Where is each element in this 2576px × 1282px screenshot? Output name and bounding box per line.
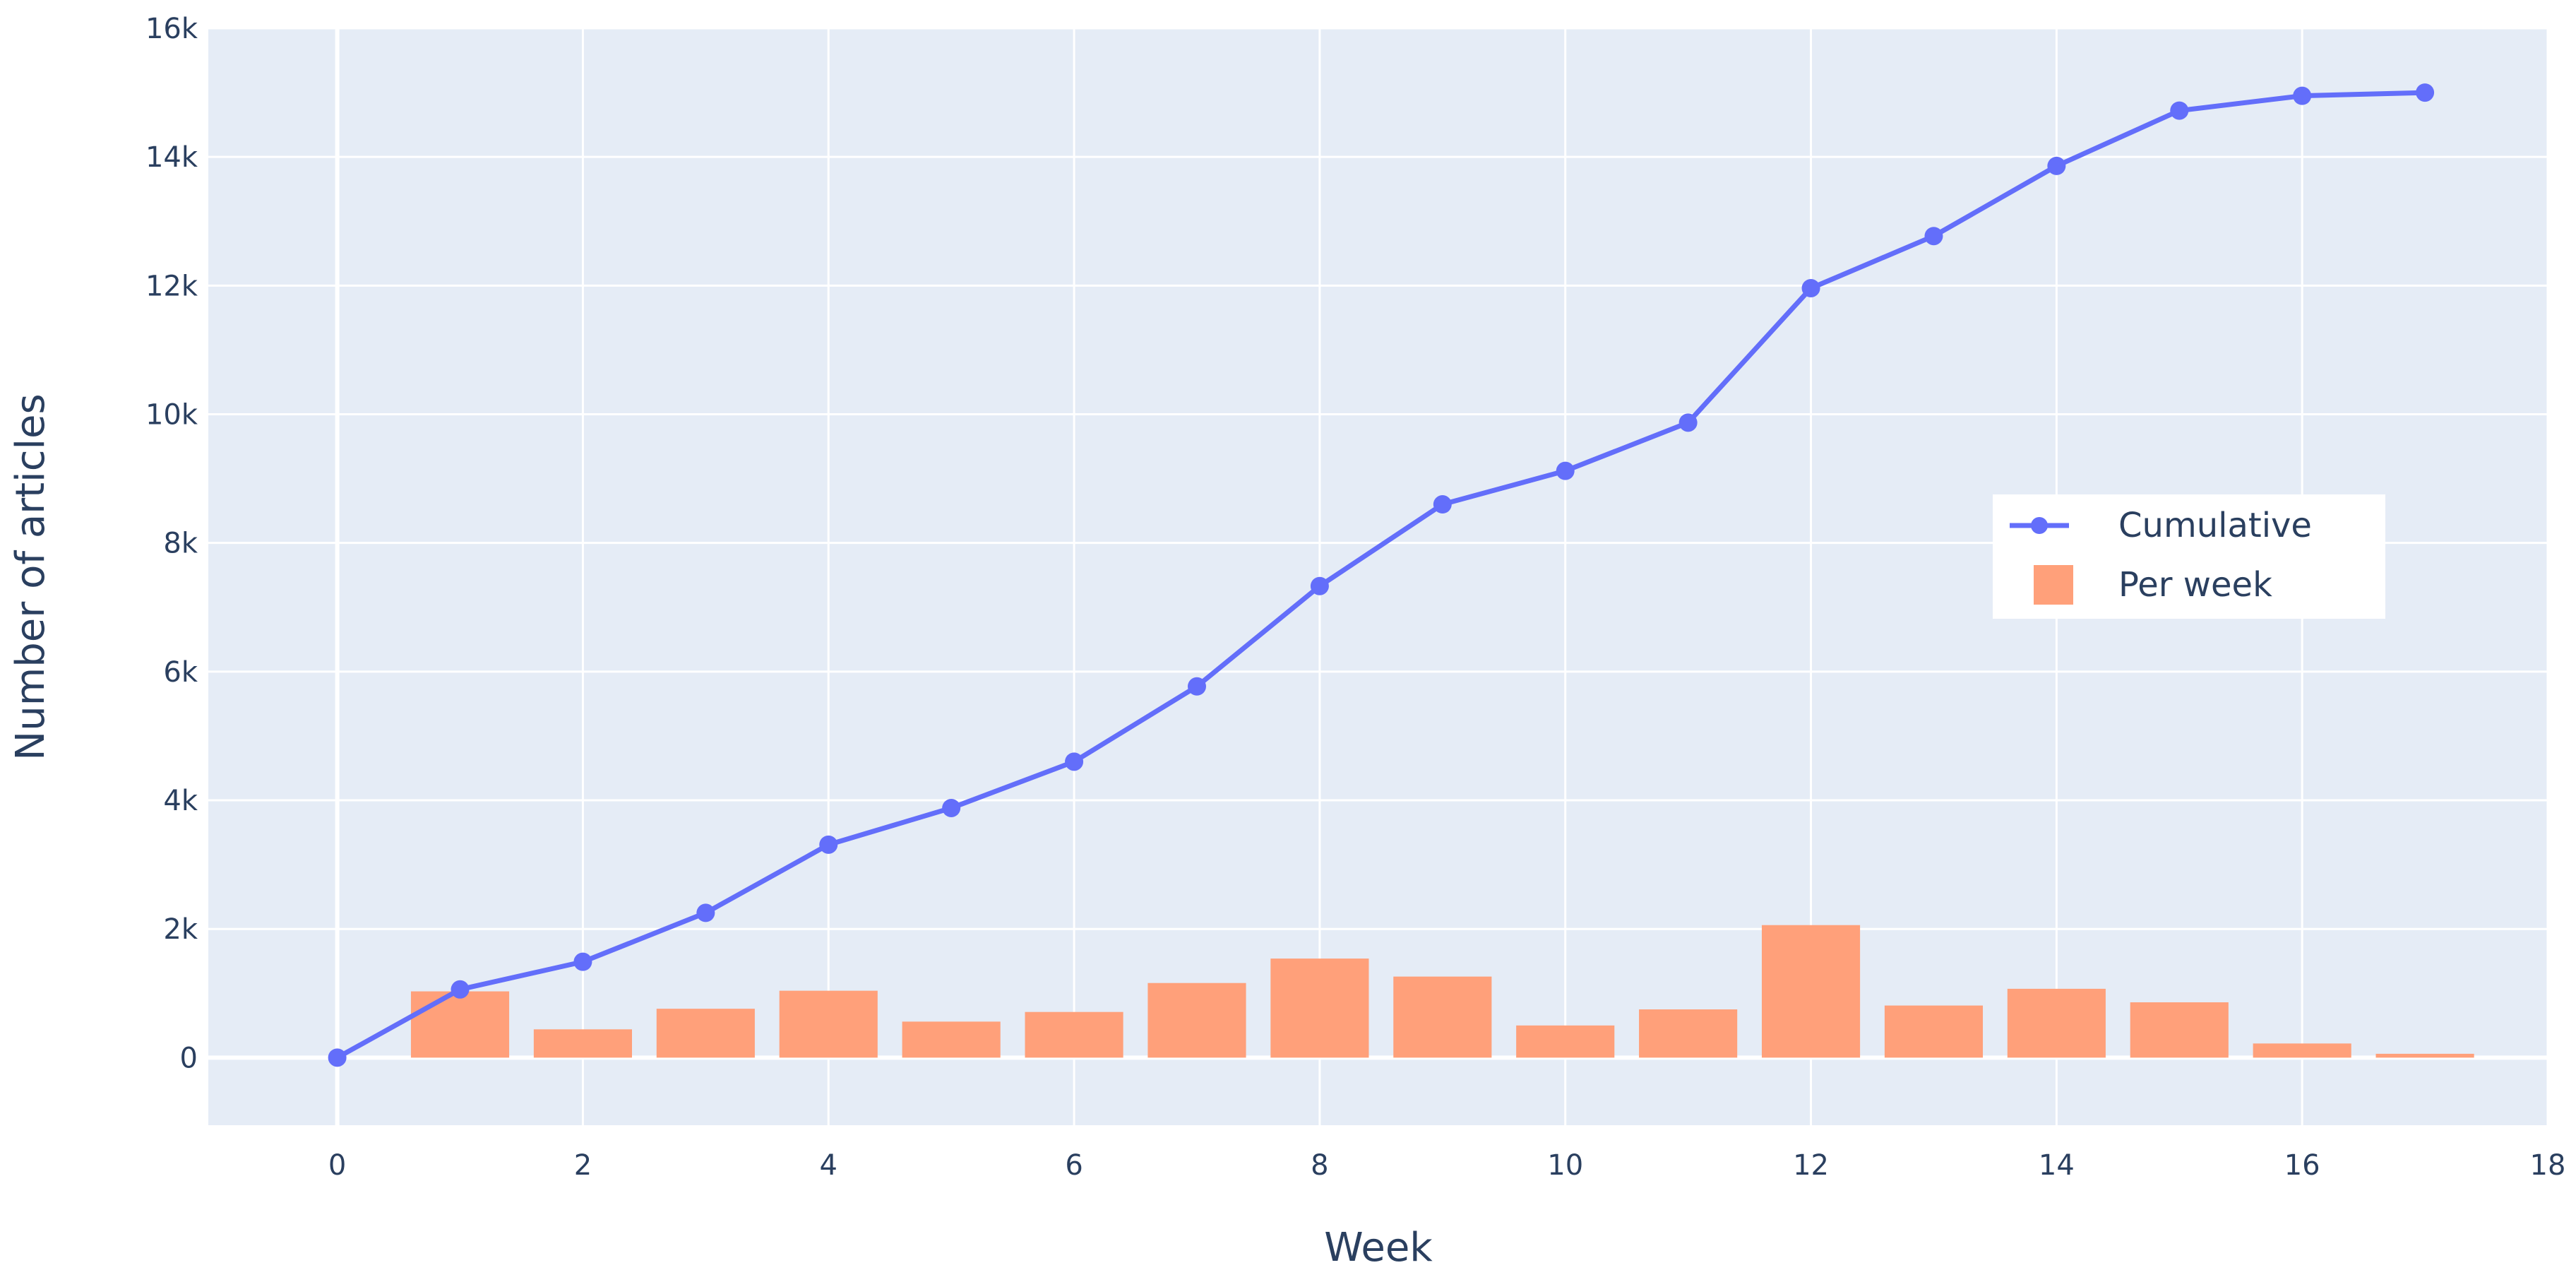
bar-per-week (1270, 958, 1369, 1058)
cumulative-point (696, 903, 715, 922)
cumulative-point (819, 835, 838, 854)
grid-layer (208, 27, 2549, 1125)
cumulative-point (1310, 576, 1329, 595)
cumulative-line (335, 90, 2426, 1060)
bar-per-week (533, 1029, 632, 1058)
legend-cumulative-marker-icon (2031, 517, 2048, 534)
cumulative-point (1556, 461, 1575, 480)
x-tick-label: 14 (2039, 1149, 2075, 1182)
bar-per-week (1025, 1011, 1123, 1058)
y-tick-label: 16k (145, 13, 198, 45)
x-tick-label: 6 (1065, 1149, 1083, 1182)
y-tick-labels: 0 2k 4k 6k 8k 10k 12k 14k 16k (145, 13, 198, 1074)
cumulative-point (328, 1048, 347, 1067)
cumulative-point (1433, 495, 1452, 514)
cumulative-point (451, 980, 470, 999)
cumulative-point (1924, 227, 1943, 246)
bar-per-week (1393, 976, 1492, 1058)
bar-per-week (410, 991, 510, 1058)
bar-per-week (1639, 1009, 1738, 1058)
points-layer (328, 83, 2435, 1067)
y-tick-label: 4k (163, 785, 198, 817)
x-tick-label: 12 (1793, 1149, 1829, 1182)
cumulative-point (1678, 413, 1698, 432)
x-tick-labels: 0 2 4 6 8 10 12 14 16 18 (328, 1149, 2566, 1182)
bar-per-week (2007, 988, 2106, 1058)
cumulative-point (1801, 278, 1820, 297)
x-tick-label: 4 (820, 1149, 837, 1182)
bar-per-week (1761, 925, 1861, 1058)
legend[interactable]: Cumulative Per week (1993, 494, 2385, 619)
bar-per-week (656, 1009, 755, 1058)
y-axis-title: Number of articles (8, 393, 54, 760)
bar-per-week (902, 1021, 1001, 1058)
legend-per-week-swatch-icon (2034, 565, 2073, 605)
cumulative-point (942, 798, 961, 817)
x-tick-label: 2 (574, 1149, 592, 1182)
y-tick-label: 14k (145, 141, 198, 174)
y-tick-label: 2k (163, 913, 198, 946)
x-tick-label: 0 (328, 1149, 346, 1182)
cumulative-point (573, 952, 592, 971)
x-tick-label: 18 (2530, 1149, 2566, 1182)
cumulative-point (1187, 677, 1206, 696)
x-tick-label: 16 (2284, 1149, 2320, 1182)
y-tick-label: 6k (163, 656, 198, 689)
bars-layer (410, 925, 2474, 1058)
cumulative-point (2170, 101, 2189, 120)
line-layer (335, 90, 2426, 1060)
legend-cumulative-label: Cumulative (2118, 506, 2312, 545)
x-tick-label: 10 (1547, 1149, 1583, 1182)
y-tick-label: 10k (145, 399, 198, 432)
x-tick-label: 8 (1311, 1149, 1328, 1182)
cumulative-point (2293, 86, 2312, 105)
y-tick-label: 0 (180, 1042, 198, 1074)
cumulative-point (1065, 752, 1084, 771)
bar-per-week (2130, 1002, 2229, 1058)
bar-per-week (2253, 1043, 2351, 1058)
y-tick-label: 12k (145, 270, 198, 302)
cumulative-point (2047, 156, 2066, 175)
bar-per-week (2375, 1053, 2474, 1058)
bar-per-week (779, 990, 878, 1058)
bar-per-week (1147, 983, 1246, 1058)
bar-per-week (1884, 1005, 1984, 1058)
x-axis-title: Week (1324, 1225, 1433, 1271)
bar-per-week (1516, 1025, 1615, 1058)
legend-per-week-label: Per week (2118, 565, 2272, 605)
y-tick-label: 8k (163, 528, 198, 560)
cumulative-point (2416, 83, 2435, 102)
